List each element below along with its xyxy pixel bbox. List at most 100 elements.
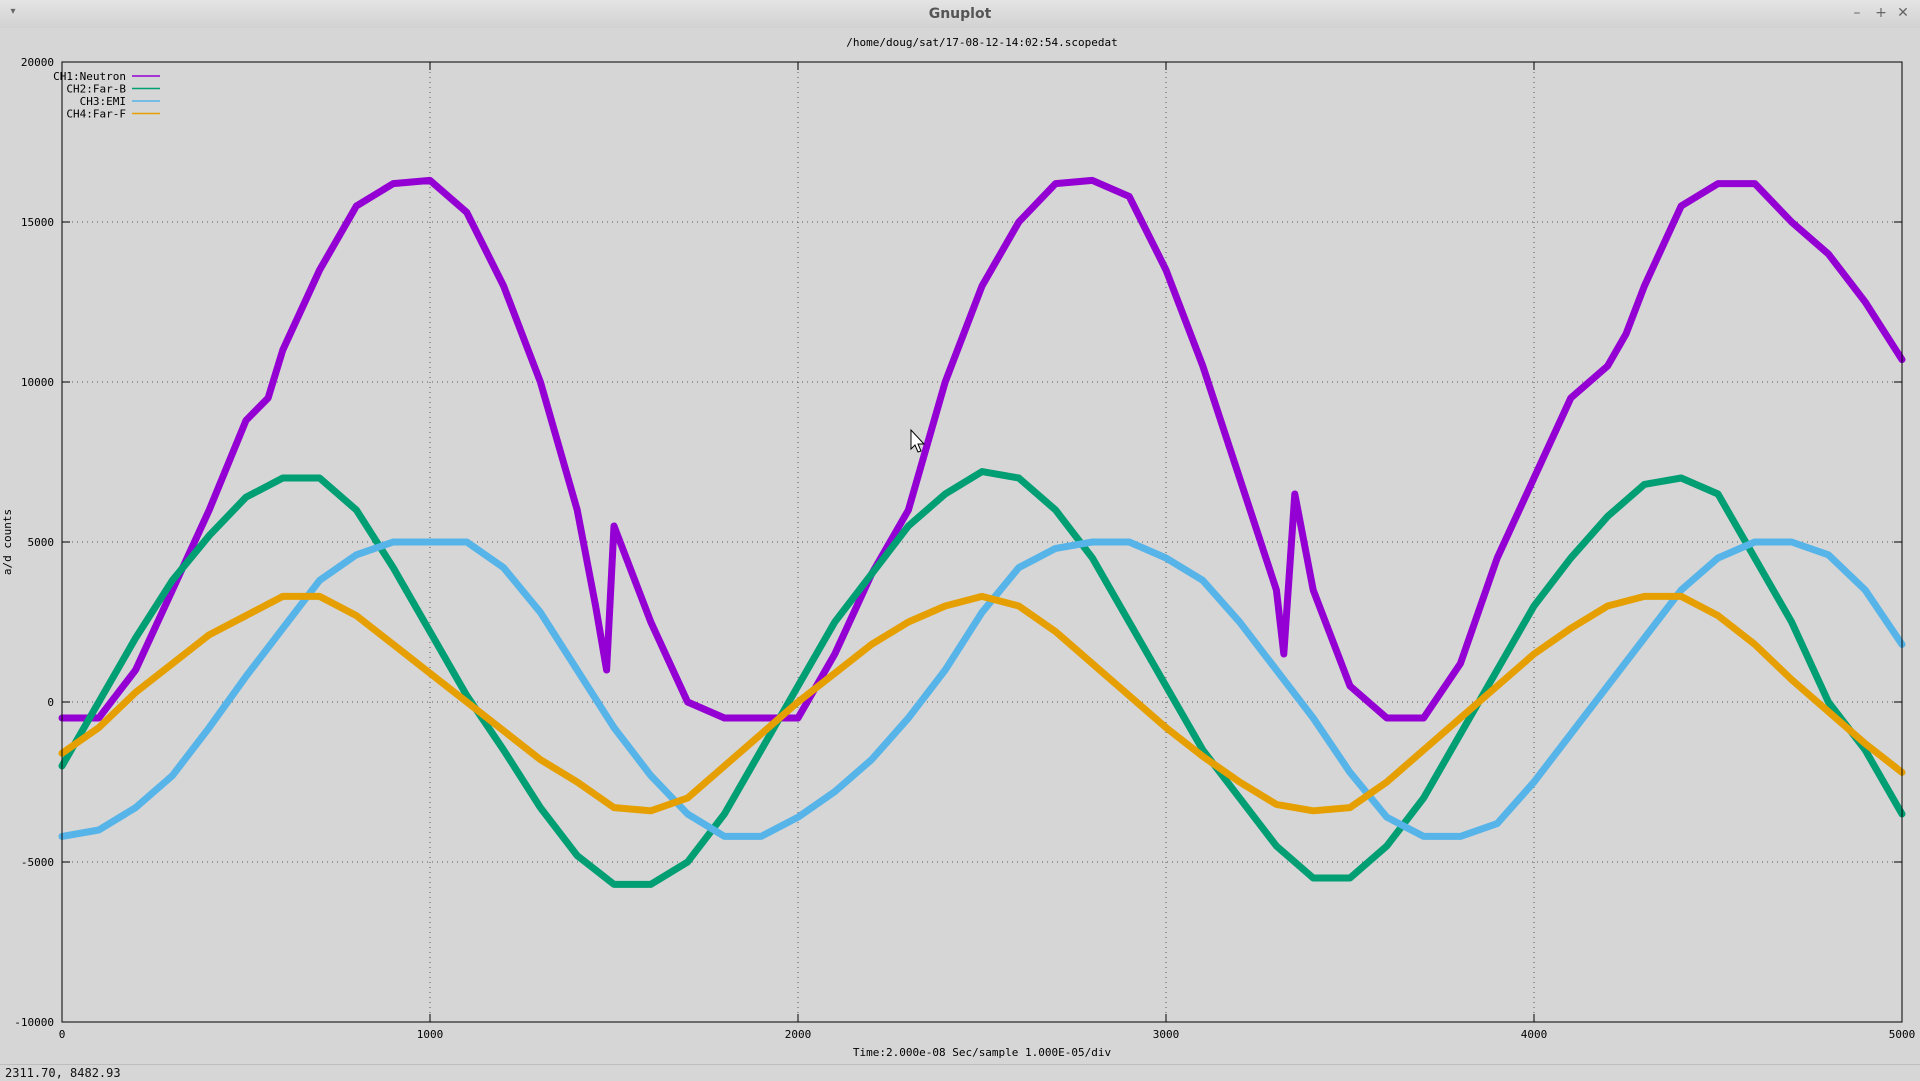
- data-point: [1826, 710, 1830, 714]
- data-point: [1753, 540, 1757, 544]
- data-point: [1348, 684, 1352, 688]
- data-point: [612, 524, 616, 528]
- data-point: [1458, 834, 1462, 838]
- data-point: [1495, 822, 1499, 826]
- data-point: [1458, 716, 1462, 720]
- data-point: [575, 854, 579, 858]
- data-point: [1422, 748, 1426, 752]
- data-point: [170, 774, 174, 778]
- triangle-down-icon[interactable]: ▾: [10, 6, 16, 17]
- data-point: [1753, 182, 1757, 186]
- data-point: [1569, 396, 1573, 400]
- data-point: [1458, 662, 1462, 666]
- data-point: [318, 268, 322, 272]
- data-point: [1201, 754, 1205, 758]
- data-point: [1164, 556, 1168, 560]
- data-point: [870, 642, 874, 646]
- data-point: [1716, 614, 1720, 618]
- data-point: [686, 700, 690, 704]
- data-point: [1826, 553, 1830, 557]
- data-point: [1385, 815, 1389, 819]
- data-point: [1090, 662, 1094, 666]
- data-point: [1127, 540, 1131, 544]
- data-point: [97, 828, 101, 832]
- data-point: [266, 396, 270, 400]
- series-group: [58, 176, 1906, 888]
- data-point: [612, 726, 616, 730]
- legend-label: CH4:Far-F: [66, 108, 126, 121]
- series-1: [58, 468, 1906, 888]
- legend-label: CH2:Far-B: [66, 83, 126, 96]
- data-point: [1274, 668, 1278, 672]
- data-point: [1679, 588, 1683, 592]
- data-point: [649, 774, 653, 778]
- data-point: [244, 418, 248, 422]
- data-point: [1293, 492, 1297, 496]
- data-point: [1164, 726, 1168, 730]
- data-point: [1348, 770, 1352, 774]
- data-point: [1606, 364, 1610, 368]
- x-axis-label: Time:2.000e-08 Sec/sample 1.000E-05/div: [853, 1046, 1112, 1059]
- data-point: [1164, 268, 1168, 272]
- data-point: [318, 578, 322, 582]
- x-tick-label: 3000: [1153, 1028, 1180, 1041]
- data-point: [1606, 604, 1610, 608]
- chart-title: /home/doug/sat/17-08-12-14:02:54.scopeda…: [846, 36, 1118, 49]
- data-point: [980, 470, 984, 474]
- data-point: [281, 476, 285, 480]
- chart-canvas[interactable]: 0 1000 2000 3000 4000 5000 -10000 -5000 0 5000 100…: [0, 28, 1920, 1064]
- data-point: [1274, 588, 1278, 592]
- data-point: [575, 668, 579, 672]
- data-point: [428, 540, 432, 544]
- data-point: [612, 882, 616, 886]
- minimize-icon[interactable]: –: [1853, 5, 1861, 21]
- data-point: [1642, 636, 1646, 640]
- data-point: [1385, 844, 1389, 848]
- data-point: [428, 630, 432, 634]
- data-point: [722, 812, 726, 816]
- data-point: [1495, 668, 1499, 672]
- data-point: [1532, 652, 1536, 656]
- data-point: [281, 626, 285, 630]
- x-tick-label: 1000: [417, 1028, 444, 1041]
- data-point: [943, 492, 947, 496]
- data-point: [1054, 508, 1058, 512]
- x-tick-label: 5000: [1889, 1028, 1916, 1041]
- data-point: [391, 182, 395, 186]
- data-point: [1422, 834, 1426, 838]
- data-point: [1238, 620, 1242, 624]
- data-point: [465, 694, 469, 698]
- x-tick-label: 4000: [1521, 1028, 1548, 1041]
- data-point: [318, 476, 322, 480]
- data-point: [943, 668, 947, 672]
- data-point: [428, 178, 432, 182]
- data-point: [134, 668, 138, 672]
- data-point: [465, 210, 469, 214]
- data-point: [1458, 732, 1462, 736]
- data-point: [391, 642, 395, 646]
- data-point: [1274, 802, 1278, 806]
- data-point: [391, 566, 395, 570]
- title-bar[interactable]: ▾ Gnuplot – + ✕: [0, 0, 1920, 29]
- maximize-icon[interactable]: +: [1875, 5, 1887, 21]
- data-point: [1090, 178, 1094, 182]
- data-point: [134, 690, 138, 694]
- data-point: [170, 588, 174, 592]
- data-point: [1716, 182, 1720, 186]
- data-point: [354, 508, 358, 512]
- plot-background: [0, 28, 1920, 1064]
- data-point: [649, 809, 653, 813]
- close-icon[interactable]: ✕: [1897, 5, 1909, 21]
- data-point: [1569, 556, 1573, 560]
- data-point: [1017, 476, 1021, 480]
- data-point: [686, 796, 690, 800]
- mouse-cursor-icon: [910, 428, 926, 453]
- data-point: [833, 671, 837, 675]
- data-point: [1790, 540, 1794, 544]
- data-point: [796, 815, 800, 819]
- data-point: [134, 636, 138, 640]
- data-point: [1863, 300, 1867, 304]
- data-point: [906, 716, 910, 720]
- y-tick-label: 15000: [21, 216, 54, 229]
- series-3: [58, 592, 1906, 815]
